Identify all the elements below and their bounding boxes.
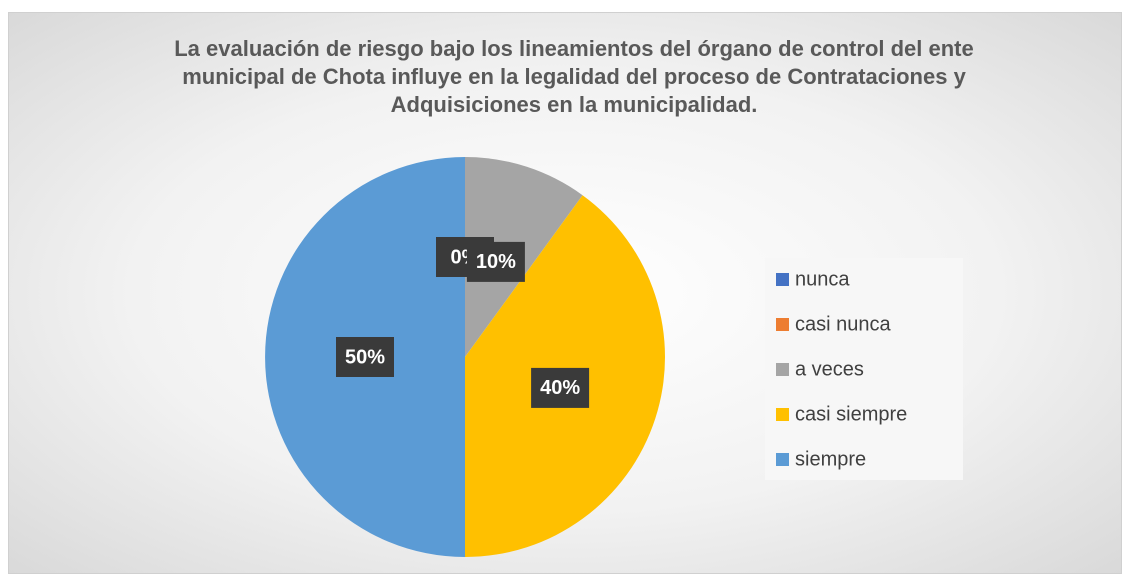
data-label-box (336, 337, 394, 377)
legend-swatch (776, 408, 789, 421)
data-label: 50% (345, 346, 385, 368)
legend-label: a veces (795, 358, 864, 380)
legend-label: nunca (795, 268, 850, 290)
data-label: 40% (540, 377, 580, 399)
data-label-box (531, 367, 590, 408)
legend-swatch (776, 318, 789, 331)
chart-title: La evaluación de riesgo bajo los lineami… (174, 36, 974, 117)
legend-box (765, 258, 963, 480)
data-label: 10% (476, 251, 516, 273)
data-label-box (466, 241, 525, 282)
legend-label: siempre (795, 448, 866, 470)
legend-swatch (776, 273, 789, 286)
legend-label: casi siempre (795, 403, 907, 425)
legend-label: casi nunca (795, 313, 891, 335)
legend-swatch (776, 453, 789, 466)
legend-swatch (776, 363, 789, 376)
